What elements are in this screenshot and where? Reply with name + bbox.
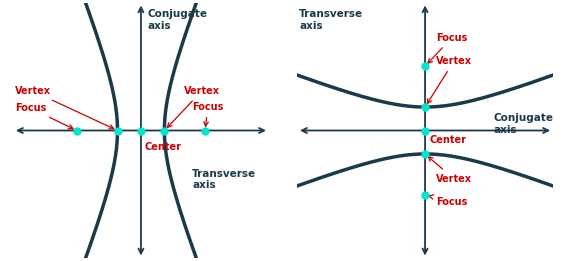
Text: Center: Center bbox=[144, 143, 181, 152]
Text: Conjugate
axis: Conjugate axis bbox=[147, 9, 207, 31]
Text: Transverse
axis: Transverse axis bbox=[299, 9, 363, 31]
Text: Vertex: Vertex bbox=[15, 86, 114, 129]
Text: Focus: Focus bbox=[428, 33, 467, 63]
Text: Center: Center bbox=[430, 135, 466, 145]
Text: Conjugate
axis: Conjugate axis bbox=[493, 113, 553, 135]
Text: Focus: Focus bbox=[15, 103, 73, 129]
Text: Transverse
axis: Transverse axis bbox=[192, 169, 256, 191]
Text: Vertex: Vertex bbox=[168, 86, 220, 127]
Text: Vertex: Vertex bbox=[427, 56, 471, 104]
Text: Focus: Focus bbox=[192, 102, 224, 126]
Text: Vertex: Vertex bbox=[428, 157, 471, 184]
Text: Focus: Focus bbox=[429, 195, 467, 207]
